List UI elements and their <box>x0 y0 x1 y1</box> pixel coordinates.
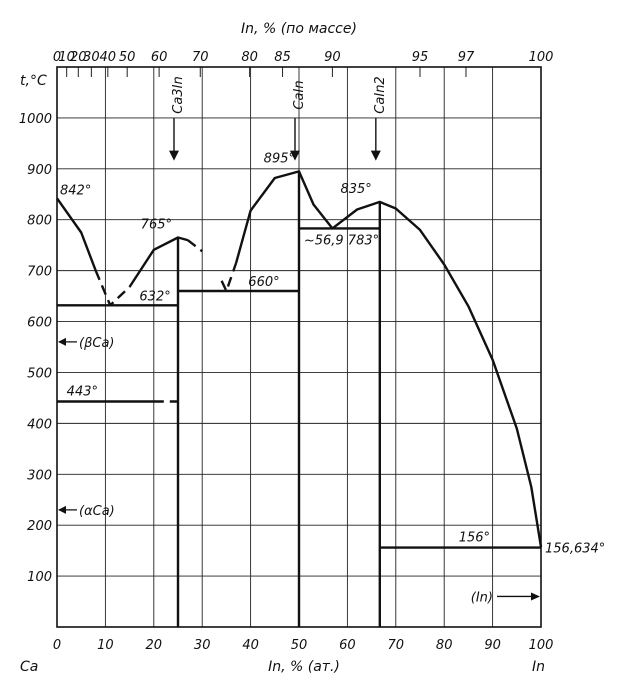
y-tick-label: 600 <box>27 316 52 331</box>
phase-boundary-line <box>94 270 131 307</box>
x2-tick-label: 10 <box>58 50 75 65</box>
x-tick-label: 0 <box>53 638 61 653</box>
y-tick-label: 400 <box>27 417 52 432</box>
y-axis-title: t,°C <box>20 73 47 89</box>
compound-label: Ca3In <box>171 76 186 113</box>
phase-label: (βCa) <box>79 336 114 351</box>
x-tick-label: 90 <box>484 638 501 653</box>
arrow-head <box>58 337 66 346</box>
x2-tick-label: 100 <box>529 50 554 65</box>
corner-label-ca: Ca <box>20 659 38 675</box>
phase-boundary-line <box>56 197 97 272</box>
y-tick-label: 500 <box>27 366 52 381</box>
y-tick-label: 1000 <box>19 112 52 127</box>
y-tick-label: 800 <box>27 214 52 229</box>
phase-label: (In) <box>471 590 493 605</box>
x2-tick-label: 80 <box>241 50 258 65</box>
x2-tick-label: 20 <box>70 50 87 65</box>
temperature-annotation: 895° <box>264 151 295 166</box>
y-tick-label: 300 <box>27 468 52 483</box>
arrow-head <box>58 505 66 514</box>
x-tick-label: 40 <box>242 638 259 653</box>
x-tick-label: 30 <box>194 638 211 653</box>
phase-boundary-line <box>234 170 543 548</box>
x2-tick-label: 60 <box>151 50 168 65</box>
phase-boundary-line <box>186 239 203 253</box>
corner-label-in: In <box>532 659 545 675</box>
y-tick-label: 900 <box>27 163 52 178</box>
x-tick-label: 80 <box>436 638 453 653</box>
x-tick-label: 60 <box>339 638 356 653</box>
temperature-annotation: 632° <box>139 289 170 304</box>
x-tick-label: 20 <box>146 638 163 653</box>
temperature-annotation: 156° <box>459 531 490 546</box>
x2-tick-label: 50 <box>119 50 136 65</box>
phase-label: (αCa) <box>79 504 115 519</box>
x2-tick-label: 85 <box>274 50 291 65</box>
x2-tick-label: 97 <box>458 50 475 65</box>
temperature-annotation: 842° <box>60 183 91 198</box>
x-tick-label: 70 <box>388 638 405 653</box>
temperature-annotation: 765° <box>141 218 172 233</box>
x-axis-title: In, % (ат.) <box>268 659 340 675</box>
phase-boundary-line <box>220 262 238 293</box>
y-tick-label: 700 <box>27 265 52 280</box>
temperature-annotation: ~56,9 783° <box>304 233 379 248</box>
compound-label: CaIn2 <box>373 76 388 113</box>
x-tick-label: 100 <box>529 638 554 653</box>
arrows <box>58 117 540 601</box>
curves <box>56 170 543 627</box>
x2-tick-label: 40 <box>100 50 117 65</box>
arrow-head <box>370 150 381 161</box>
temperature-annotation: 835° <box>340 182 371 197</box>
x2-tick-label: 30 <box>83 50 100 65</box>
temperature-annotation: 443° <box>67 384 98 399</box>
plot-frame <box>56 66 542 628</box>
y-tick-label: 200 <box>27 519 52 534</box>
arrow-head <box>169 150 179 161</box>
x-tick-label: 10 <box>97 638 114 653</box>
temperature-annotation: 660° <box>248 275 279 290</box>
x2-tick-label: 70 <box>192 50 209 65</box>
x2-tick-label: 95 <box>412 50 429 65</box>
x2-tick-label: 0 <box>53 50 61 65</box>
compound-label: CaIn <box>292 80 307 109</box>
x-tick-label: 50 <box>291 638 308 653</box>
y-tick-label: 100 <box>27 570 52 585</box>
phase-boundary-line <box>128 236 189 288</box>
arrow-head <box>531 592 540 601</box>
x2-axis-title: In, % (по массе) <box>241 21 357 37</box>
x2-tick-label: 90 <box>324 50 341 65</box>
arrow-head <box>290 150 300 161</box>
temperature-annotation: 156,634° <box>545 541 605 556</box>
